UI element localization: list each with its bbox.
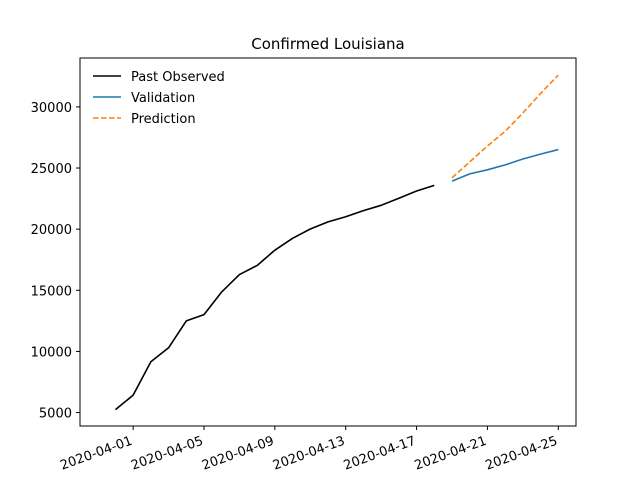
legend-label-2: Prediction — [131, 112, 196, 127]
y-tick-label: 20000 — [31, 223, 72, 238]
y-tick-label: 10000 — [31, 345, 72, 360]
legend: Past Observed Validation Prediction — [93, 70, 225, 127]
y-tick-label: 25000 — [31, 162, 72, 177]
series-line-0 — [114, 184, 435, 411]
series-line-2 — [451, 74, 559, 179]
chart-title: Confirmed Louisiana — [251, 35, 404, 53]
y-tick-label: 15000 — [31, 284, 72, 299]
y-tick-label: 30000 — [31, 101, 72, 116]
legend-label-0: Past Observed — [131, 70, 225, 85]
plot-frame — [79, 57, 577, 427]
legend-label-1: Validation — [131, 91, 195, 106]
series-line-1 — [451, 148, 559, 182]
y-tick-label: 5000 — [39, 407, 72, 422]
plot-area — [114, 74, 559, 411]
